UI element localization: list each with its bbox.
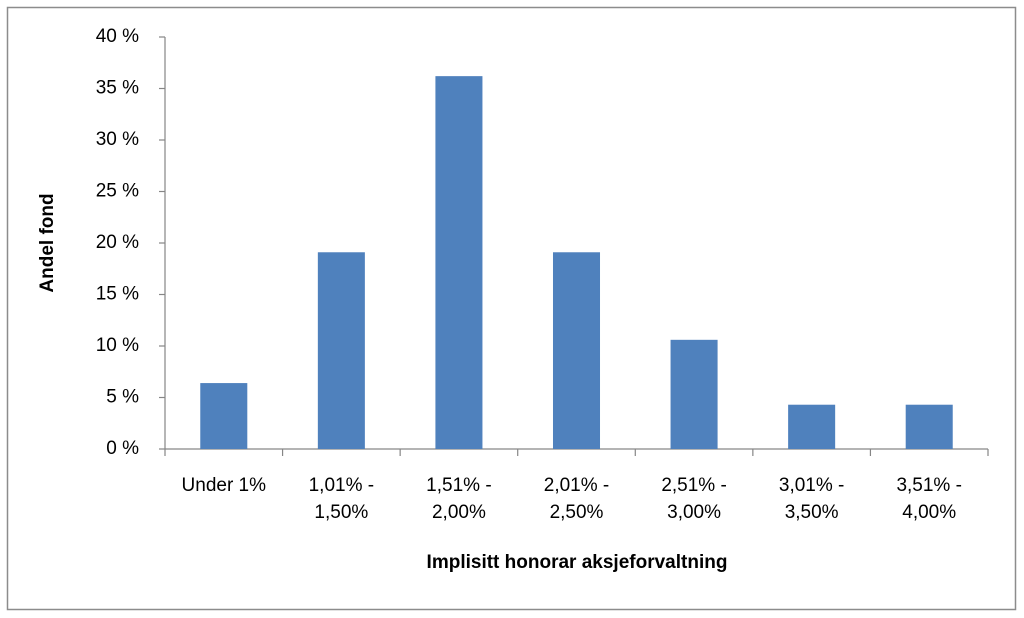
x-tick-label: 3,51% - 4,00%	[896, 475, 962, 523]
bar	[552, 252, 601, 449]
y-tick-label: 10 %	[96, 335, 139, 356]
bar	[317, 252, 365, 449]
y-axis-title: Andel fond	[37, 193, 58, 292]
x-tick-label: Under 1%	[181, 475, 267, 496]
bar	[670, 339, 718, 449]
y-tick-label: 15 %	[96, 284, 139, 305]
x-tick-label: 2,01% - 2,50%	[543, 475, 610, 523]
bar	[788, 404, 836, 449]
chart-border	[6, 6, 1017, 611]
y-tick-label: 25 %	[96, 181, 139, 202]
bar	[200, 383, 248, 449]
y-tick-label: 5 %	[106, 387, 139, 408]
y-tick-label: 0 %	[106, 438, 139, 459]
y-tick-label: 30 %	[96, 129, 139, 150]
bar	[905, 404, 953, 449]
y-tick-label: 40 %	[96, 26, 139, 47]
x-tick-label: 2,51% - 3,00%	[661, 475, 727, 523]
x-tick-label: 1,51% - 2,00%	[426, 475, 492, 523]
x-tick-label: 1,01% - 1,50%	[308, 475, 375, 523]
y-tick-label: 35 %	[96, 78, 139, 99]
bar	[435, 76, 483, 449]
y-tick-label: 20 %	[96, 232, 139, 253]
x-axis-title: Implisitt honorar aksjeforvaltning	[427, 552, 728, 573]
x-tick-label: 3,01% - 3,50%	[778, 475, 845, 523]
